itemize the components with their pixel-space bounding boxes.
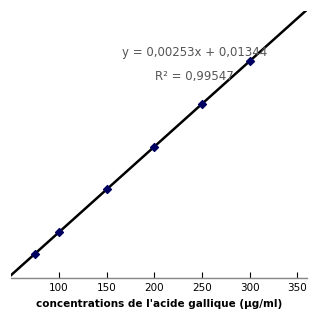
- X-axis label: concentrations de l'acide gallique (µg/ml): concentrations de l'acide gallique (µg/m…: [36, 299, 282, 309]
- Text: R² = 0,99547: R² = 0,99547: [155, 70, 234, 83]
- Point: [247, 59, 252, 64]
- Point: [152, 144, 157, 149]
- Point: [199, 101, 204, 107]
- Text: y = 0,00253x + 0,01344: y = 0,00253x + 0,01344: [122, 46, 267, 59]
- Point: [32, 251, 37, 256]
- Point: [56, 230, 61, 235]
- Point: [104, 187, 109, 192]
